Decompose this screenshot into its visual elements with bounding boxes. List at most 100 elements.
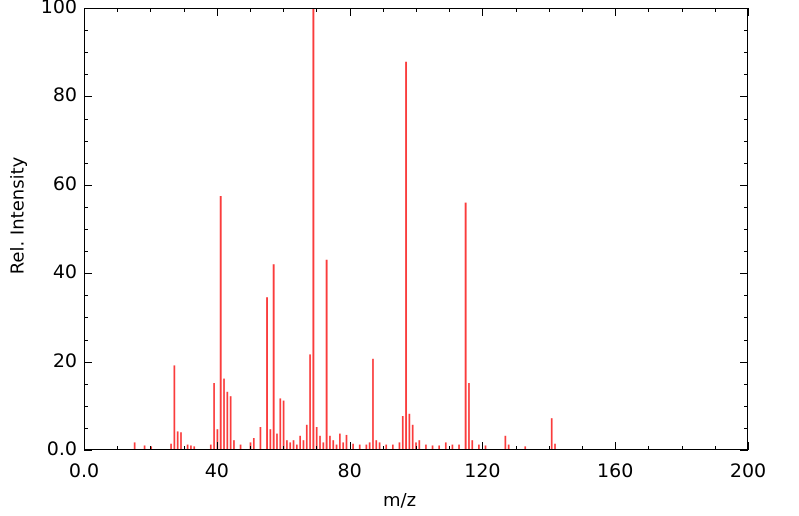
y-tick-mark xyxy=(84,30,88,32)
x-axis-title: m/z xyxy=(382,490,417,511)
y-tick-mark xyxy=(744,339,748,341)
x-tick-mark-top xyxy=(382,8,384,12)
x-tick-mark-top xyxy=(714,8,716,12)
x-tick-mark xyxy=(548,446,550,450)
y-tick-mark xyxy=(84,273,92,275)
x-tick-mark xyxy=(84,442,85,450)
y-tick-mark xyxy=(84,118,88,120)
x-tick-mark xyxy=(349,442,351,450)
y-tick-mark xyxy=(744,206,748,208)
x-tick-mark-top xyxy=(681,8,683,12)
x-tick-mark xyxy=(150,446,152,450)
y-tick-label: 100 xyxy=(40,0,77,18)
y-tick-mark xyxy=(84,140,88,142)
x-tick-mark-top xyxy=(117,8,119,12)
y-tick-mark xyxy=(84,427,88,429)
y-tick-mark xyxy=(744,30,748,32)
x-tick-label: 120 xyxy=(464,460,501,482)
y-tick-label: 0.0 xyxy=(46,438,77,460)
y-tick-mark xyxy=(84,162,88,164)
y-tick-mark xyxy=(84,361,92,363)
x-tick-mark xyxy=(681,446,683,450)
x-tick-label: 0.0 xyxy=(68,460,100,482)
x-tick-mark-top xyxy=(582,8,583,12)
x-tick-mark-top xyxy=(615,8,617,16)
x-tick-mark-top xyxy=(515,8,517,12)
y-tick-mark xyxy=(84,52,88,54)
y-tick-mark xyxy=(84,251,88,253)
y-tick-label: 20 xyxy=(52,349,77,372)
x-tick-mark xyxy=(582,446,583,450)
spectrum-trace xyxy=(133,9,556,449)
y-tick-mark xyxy=(84,74,88,76)
y-tick-mark xyxy=(84,8,92,9)
x-tick-mark-top xyxy=(250,8,251,12)
y-tick-mark xyxy=(744,229,748,230)
y-tick-label: 40 xyxy=(52,261,77,284)
x-tick-mark-top xyxy=(748,8,749,16)
y-tick-mark xyxy=(744,427,748,429)
x-tick-mark xyxy=(216,442,218,450)
y-tick-mark xyxy=(84,206,88,208)
y-tick-mark xyxy=(84,295,88,297)
x-tick-mark xyxy=(382,446,384,450)
y-tick-mark xyxy=(84,96,92,98)
x-tick-mark xyxy=(714,446,716,450)
x-tick-mark-top xyxy=(349,8,351,16)
y-tick-mark xyxy=(744,251,748,253)
y-axis-title: Rel. Intensity xyxy=(7,156,29,275)
y-tick-mark xyxy=(744,140,748,142)
y-tick-mark xyxy=(84,383,88,385)
x-tick-mark-top xyxy=(283,8,285,12)
y-tick-mark xyxy=(84,450,92,451)
x-tick-mark-top xyxy=(548,8,550,12)
x-tick-mark xyxy=(449,446,451,450)
y-tick-mark xyxy=(740,273,748,275)
x-tick-mark-top xyxy=(150,8,152,12)
y-tick-mark xyxy=(740,450,748,451)
y-tick-mark xyxy=(744,52,748,54)
x-tick-label: 80 xyxy=(337,460,362,482)
y-tick-mark xyxy=(740,8,748,9)
x-tick-mark-top xyxy=(482,8,484,16)
x-tick-label: 200 xyxy=(729,460,767,482)
x-tick-label: 160 xyxy=(597,460,634,482)
y-tick-mark xyxy=(84,405,88,407)
y-tick-mark xyxy=(740,361,748,363)
y-tick-mark xyxy=(84,229,88,230)
x-tick-mark-top xyxy=(216,8,218,16)
y-tick-mark xyxy=(84,184,92,186)
y-tick-mark xyxy=(740,96,748,98)
y-tick-mark xyxy=(744,295,748,297)
x-tick-mark xyxy=(615,442,617,450)
y-tick-mark xyxy=(740,184,748,186)
y-tick-mark xyxy=(744,317,748,319)
x-tick-mark xyxy=(117,446,119,450)
x-tick-mark xyxy=(648,446,650,450)
x-tick-mark xyxy=(283,446,285,450)
x-tick-mark xyxy=(250,446,251,450)
x-tick-label: 40 xyxy=(204,460,229,482)
x-tick-mark xyxy=(748,442,749,450)
x-tick-mark-top xyxy=(84,8,85,16)
x-tick-mark-top xyxy=(648,8,650,12)
x-tick-mark xyxy=(416,446,417,450)
y-tick-label: 80 xyxy=(52,84,77,107)
x-tick-mark-top xyxy=(416,8,417,12)
y-tick-label: 60 xyxy=(52,172,77,195)
x-tick-mark xyxy=(183,446,185,450)
y-tick-mark xyxy=(744,405,748,407)
y-tick-mark xyxy=(744,162,748,164)
x-tick-mark-top xyxy=(183,8,185,12)
x-tick-mark xyxy=(482,442,484,450)
x-tick-mark xyxy=(515,446,517,450)
x-tick-mark-top xyxy=(316,8,318,12)
plot-area xyxy=(84,8,748,450)
x-tick-mark xyxy=(316,446,318,450)
y-tick-mark xyxy=(84,339,88,341)
y-tick-mark xyxy=(744,74,748,76)
x-tick-mark-top xyxy=(449,8,451,12)
y-tick-mark xyxy=(744,383,748,385)
y-tick-mark xyxy=(744,118,748,120)
